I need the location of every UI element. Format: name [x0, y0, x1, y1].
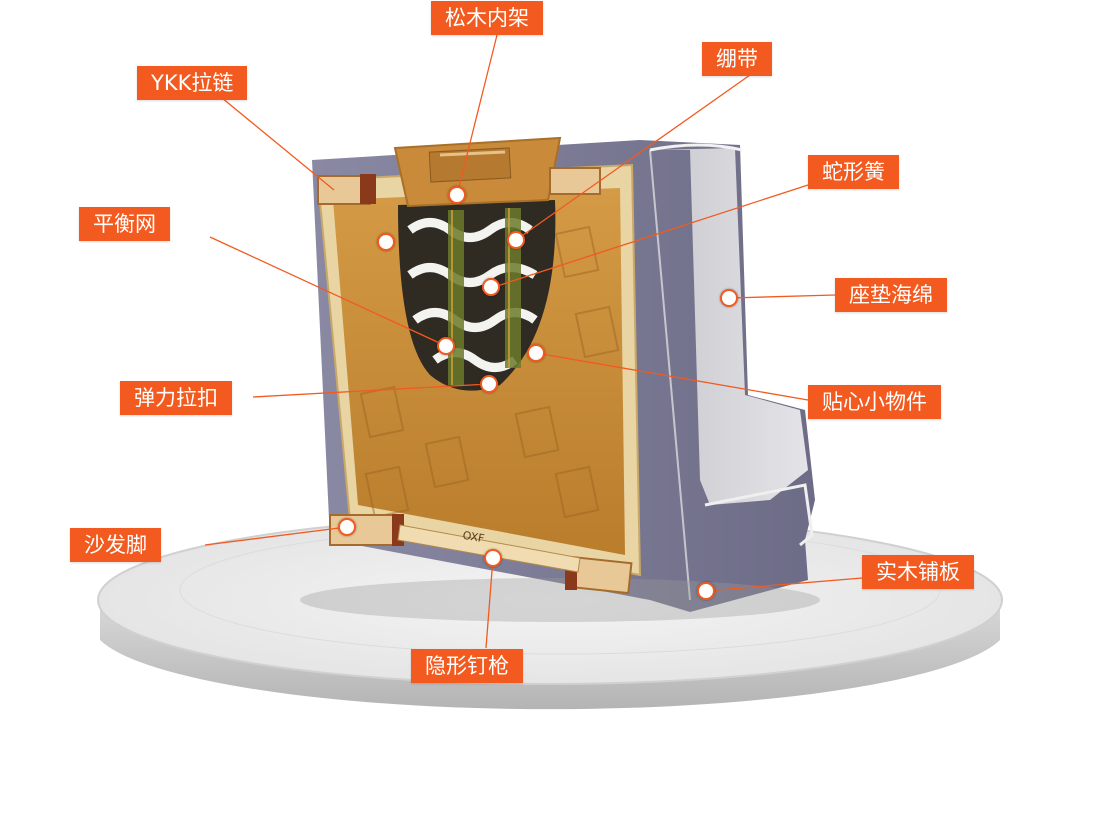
- callout-elastic-buckle: 弹力拉扣: [120, 381, 232, 415]
- callout-pine-frame: 松木内架: [431, 1, 543, 35]
- hotspot-balance-net[interactable]: [437, 337, 455, 355]
- callout-straps: 绷带: [702, 42, 772, 76]
- hotspot-elastic-buckle[interactable]: [480, 375, 498, 393]
- hotspot-sofa-foot[interactable]: [338, 518, 356, 536]
- hotspot-solid-wood-board[interactable]: [697, 582, 715, 600]
- hotspot-seat-foam[interactable]: [720, 289, 738, 307]
- callout-seat-foam: 座垫海绵: [835, 278, 947, 312]
- hotspot-pine-frame[interactable]: [448, 186, 466, 204]
- callout-sofa-foot: 沙发脚: [70, 528, 161, 562]
- frame-stamp: OXF: [462, 529, 486, 546]
- hotspot-straps[interactable]: [507, 231, 525, 249]
- hotspot-hidden-nail-gun[interactable]: [484, 549, 502, 567]
- callout-hidden-nail-gun: 隐形钉枪: [411, 649, 523, 683]
- hotspot-intimate-parts[interactable]: [527, 344, 545, 362]
- callout-balance-net: 平衡网: [79, 207, 170, 241]
- callout-solid-wood-board: 实木铺板: [862, 555, 974, 589]
- hotspot-ykk-zipper[interactable]: [377, 233, 395, 251]
- callout-serpentine-spring: 蛇形簧: [808, 155, 899, 189]
- callout-ykk-zipper: YKK拉链: [137, 66, 248, 100]
- hotspot-serpentine-spring[interactable]: [482, 278, 500, 296]
- callout-intimate-parts: 贴心小物件: [808, 385, 941, 419]
- leader-lines: [204, 34, 863, 649]
- sofa-underside: OXF: [316, 136, 642, 595]
